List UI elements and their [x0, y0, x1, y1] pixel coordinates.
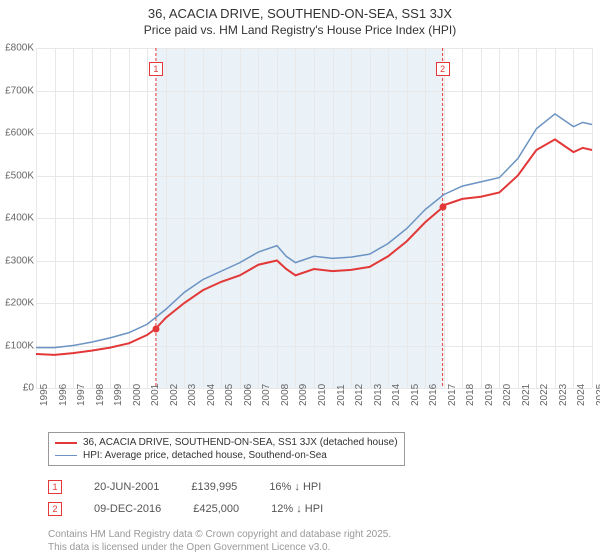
x-tick-label: 1997	[76, 384, 87, 406]
x-tick-label: 1999	[113, 384, 124, 406]
y-tick-label: £700K	[5, 85, 34, 96]
legend-item: 36, ACACIA DRIVE, SOUTHEND-ON-SEA, SS1 3…	[55, 436, 398, 449]
x-tick-label: 2020	[502, 384, 513, 406]
data-point-date-2: 09-DEC-2016	[94, 503, 161, 515]
data-point-price-1: £139,995	[191, 481, 237, 493]
x-tick-label: 2014	[391, 384, 402, 406]
footer-line-2: This data is licensed under the Open Gov…	[48, 541, 391, 554]
chart-marker-1: 1	[149, 62, 163, 76]
data-point-marker-1: 1	[48, 480, 62, 494]
x-tick-label: 2010	[317, 384, 328, 406]
x-tick-label: 2021	[521, 384, 532, 406]
legend-label: 36, ACACIA DRIVE, SOUTHEND-ON-SEA, SS1 3…	[83, 437, 398, 448]
x-tick-label: 2023	[558, 384, 569, 406]
chart-container: 36, ACACIA DRIVE, SOUTHEND-ON-SEA, SS1 3…	[0, 0, 600, 560]
x-tick-label: 2004	[206, 384, 217, 406]
x-tick-label: 2011	[336, 384, 347, 406]
sale-dot	[152, 325, 159, 332]
chart-marker-2: 2	[436, 62, 450, 76]
legend-swatch	[55, 442, 77, 444]
footer: Contains HM Land Registry data © Crown c…	[48, 528, 391, 554]
x-tick-label: 2013	[373, 384, 384, 406]
y-tick-label: £800K	[5, 43, 34, 54]
sale-dot	[439, 204, 446, 211]
x-tick-label: 2012	[354, 384, 365, 406]
series-property	[36, 139, 592, 354]
data-point-marker-2: 2	[48, 502, 62, 516]
x-tick-label: 2005	[224, 384, 235, 406]
y-tick-label: £200K	[5, 298, 34, 309]
x-tick-label: 1995	[39, 384, 50, 406]
legend: 36, ACACIA DRIVE, SOUTHEND-ON-SEA, SS1 3…	[48, 432, 405, 466]
chart-subtitle: Price paid vs. HM Land Registry's House …	[0, 21, 600, 37]
data-point-price-2: £425,000	[193, 503, 239, 515]
x-tick-label: 2002	[169, 384, 180, 406]
x-tick-label: 2007	[261, 384, 272, 406]
y-tick-label: £400K	[5, 213, 34, 224]
x-tick-label: 2017	[447, 384, 458, 406]
x-tick-label: 2006	[243, 384, 254, 406]
chart-svg	[36, 48, 592, 388]
chart-title: 36, ACACIA DRIVE, SOUTHEND-ON-SEA, SS1 3…	[0, 0, 600, 21]
y-tick-label: £500K	[5, 170, 34, 181]
y-tick-label: £300K	[5, 255, 34, 266]
data-point-delta-2: 12% ↓ HPI	[271, 503, 323, 515]
x-tick-label: 1996	[58, 384, 69, 406]
y-tick-label: £0	[23, 383, 34, 394]
x-tick-label: 2001	[150, 384, 161, 406]
x-tick-label: 2024	[576, 384, 587, 406]
x-tick-label: 2018	[465, 384, 476, 406]
legend-swatch	[55, 455, 77, 457]
x-tick-label: 2025	[595, 384, 600, 406]
x-axis: 1995199619971998199920002001200220032004…	[36, 388, 592, 428]
x-tick-label: 1998	[95, 384, 106, 406]
footer-line-1: Contains HM Land Registry data © Crown c…	[48, 528, 391, 541]
y-tick-label: £600K	[5, 128, 34, 139]
legend-label: HPI: Average price, detached house, Sout…	[83, 450, 327, 461]
plot-area: 12	[36, 48, 592, 388]
x-tick-label: 2000	[132, 384, 143, 406]
data-point-row-1: 1 20-JUN-2001 £139,995 16% ↓ HPI	[48, 480, 321, 494]
x-tick-label: 2003	[187, 384, 198, 406]
legend-item: HPI: Average price, detached house, Sout…	[55, 449, 398, 462]
x-tick-label: 2016	[428, 384, 439, 406]
y-tick-label: £100K	[5, 340, 34, 351]
data-point-row-2: 2 09-DEC-2016 £425,000 12% ↓ HPI	[48, 502, 323, 516]
x-tick-label: 2022	[539, 384, 550, 406]
vgridline	[592, 48, 593, 388]
x-tick-label: 2008	[280, 384, 291, 406]
series-hpi	[36, 114, 592, 348]
x-tick-label: 2019	[484, 384, 495, 406]
y-axis: £0£100K£200K£300K£400K£500K£600K£700K£80…	[0, 48, 36, 388]
x-tick-label: 2009	[298, 384, 309, 406]
data-point-delta-1: 16% ↓ HPI	[269, 481, 321, 493]
x-tick-label: 2015	[410, 384, 421, 406]
data-point-date-1: 20-JUN-2001	[94, 481, 159, 493]
